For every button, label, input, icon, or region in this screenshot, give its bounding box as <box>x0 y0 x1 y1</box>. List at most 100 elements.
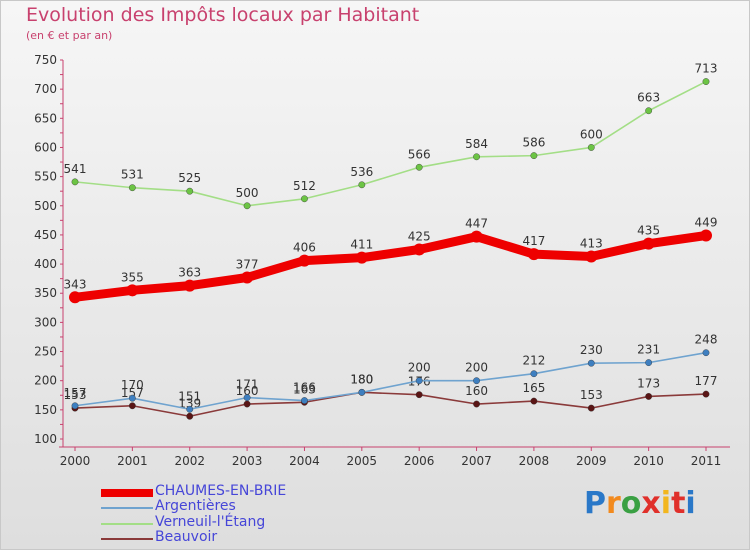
data-label-beauvoir: 160 <box>236 384 259 398</box>
data-point-argenti-res <box>473 377 480 385</box>
x-tick-label: 2006 <box>404 454 435 468</box>
data-label-verneuil-l-tang: 584 <box>465 137 488 151</box>
data-point-chaumes-en-brie <box>69 291 81 304</box>
data-point-chaumes-en-brie <box>298 254 311 267</box>
data-point-verneuil-l-tang <box>358 181 366 189</box>
data-label-verneuil-l-tang: 536 <box>350 165 373 179</box>
data-label-argenti-res: 151 <box>178 389 201 403</box>
data-label-beauvoir: 139 <box>178 396 201 410</box>
data-point-verneuil-l-tang <box>702 78 710 85</box>
data-label-beauvoir: 180 <box>350 372 373 386</box>
y-tick-label: 300 <box>34 315 57 329</box>
y-tick-label: 200 <box>34 374 57 388</box>
y-tick-label: 600 <box>34 140 57 154</box>
data-label-verneuil-l-tang: 600 <box>580 127 603 141</box>
data-point-argenti-res <box>530 370 538 378</box>
chart-subtitle: (en € et par an) <box>26 29 113 42</box>
data-point-argenti-res <box>243 394 251 402</box>
data-point-beauvoir <box>530 397 538 405</box>
data-label-argenti-res: 248 <box>695 333 718 347</box>
data-label-beauvoir: 173 <box>637 376 660 390</box>
data-label-chaumes-en-brie: 377 <box>236 257 259 271</box>
data-label-beauvoir: 153 <box>580 388 603 402</box>
logo-letter: i <box>685 486 696 521</box>
data-label-verneuil-l-tang: 541 <box>64 162 87 176</box>
data-point-verneuil-l-tang <box>301 195 308 203</box>
logo-letter: t <box>671 486 686 521</box>
series-line-argenti-res <box>74 351 707 411</box>
data-label-chaumes-en-brie: 413 <box>580 236 603 250</box>
data-point-chaumes-en-brie <box>700 229 712 242</box>
data-point-chaumes-en-brie <box>642 237 655 250</box>
data-point-verneuil-l-tang <box>243 202 251 210</box>
y-tick-label: 450 <box>34 228 57 242</box>
data-label-chaumes-en-brie: 406 <box>293 241 316 255</box>
x-tick-label: 2005 <box>347 454 378 468</box>
data-label-verneuil-l-tang: 663 <box>637 91 660 105</box>
legend-swatch <box>101 489 153 497</box>
data-label-chaumes-en-brie: 411 <box>350 238 373 252</box>
data-point-argenti-res <box>128 394 136 402</box>
y-tick-label: 500 <box>34 199 57 213</box>
data-point-argenti-res <box>702 349 710 357</box>
data-point-beauvoir <box>587 404 595 412</box>
y-tick-label: 650 <box>34 111 57 125</box>
data-label-verneuil-l-tang: 525 <box>178 171 201 185</box>
data-label-argenti-res: 180 <box>350 372 373 386</box>
series-line-beauvoir <box>74 391 707 418</box>
data-point-verneuil-l-tang <box>530 152 538 160</box>
data-label-argenti-res: 200 <box>465 361 488 375</box>
data-point-argenti-res <box>587 359 595 367</box>
data-label-argenti-res: 166 <box>293 381 316 395</box>
data-label-chaumes-en-brie: 343 <box>64 277 87 291</box>
data-label-chaumes-en-brie: 355 <box>121 270 144 284</box>
data-label-chaumes-en-brie: 447 <box>465 217 488 231</box>
y-tick-label: 350 <box>34 286 57 300</box>
data-label-argenti-res: 212 <box>522 354 545 368</box>
logo-letter: P <box>584 486 606 521</box>
legend-label: Argentières <box>155 498 236 514</box>
data-label-chaumes-en-brie: 417 <box>522 234 545 248</box>
data-point-argenti-res <box>358 388 366 396</box>
data-label-argenti-res: 200 <box>408 361 431 375</box>
data-point-beauvoir <box>702 390 710 398</box>
data-point-argenti-res <box>301 397 308 404</box>
data-point-beauvoir <box>473 400 480 408</box>
data-point-chaumes-en-brie <box>527 248 540 261</box>
x-tick-label: 2003 <box>232 454 263 468</box>
y-tick-label: 750 <box>34 53 57 67</box>
y-tick-label: 550 <box>34 170 57 184</box>
data-point-argenti-res <box>186 405 194 413</box>
data-point-verneuil-l-tang <box>186 187 194 195</box>
series-line-verneuil-l-tang <box>74 80 707 207</box>
data-label-verneuil-l-tang: 586 <box>522 136 545 150</box>
data-point-chaumes-en-brie <box>126 284 139 297</box>
data-label-verneuil-l-tang: 531 <box>121 168 144 182</box>
data-label-argenti-res: 171 <box>236 378 259 392</box>
data-label-verneuil-l-tang: 500 <box>236 186 259 200</box>
y-tick-label: 150 <box>34 403 57 417</box>
data-point-beauvoir <box>128 402 136 410</box>
x-tick-label: 2011 <box>691 454 722 468</box>
x-tick-label: 2001 <box>117 454 148 468</box>
x-tick-label: 2010 <box>633 454 664 468</box>
data-point-verneuil-l-tang <box>645 107 653 115</box>
proxiti-logo: Proxiti <box>584 486 696 521</box>
data-point-chaumes-en-brie <box>413 243 426 256</box>
data-label-beauvoir: 157 <box>121 386 144 400</box>
logo-letter: x <box>641 486 661 521</box>
data-label-beauvoir: 163 <box>293 382 316 396</box>
x-tick-label: 2004 <box>289 454 320 468</box>
data-point-beauvoir <box>415 391 423 399</box>
data-point-chaumes-en-brie <box>470 230 483 243</box>
y-tick-label: 250 <box>34 345 57 359</box>
data-point-chaumes-en-brie <box>183 279 196 292</box>
data-point-chaumes-en-brie <box>355 251 368 264</box>
x-tick-label: 2009 <box>576 454 607 468</box>
data-point-verneuil-l-tang <box>415 163 423 171</box>
data-point-verneuil-l-tang <box>128 184 136 192</box>
data-label-verneuil-l-tang: 566 <box>408 147 431 161</box>
data-point-beauvoir <box>243 400 251 408</box>
data-point-argenti-res <box>71 402 79 410</box>
data-point-beauvoir <box>186 412 194 420</box>
